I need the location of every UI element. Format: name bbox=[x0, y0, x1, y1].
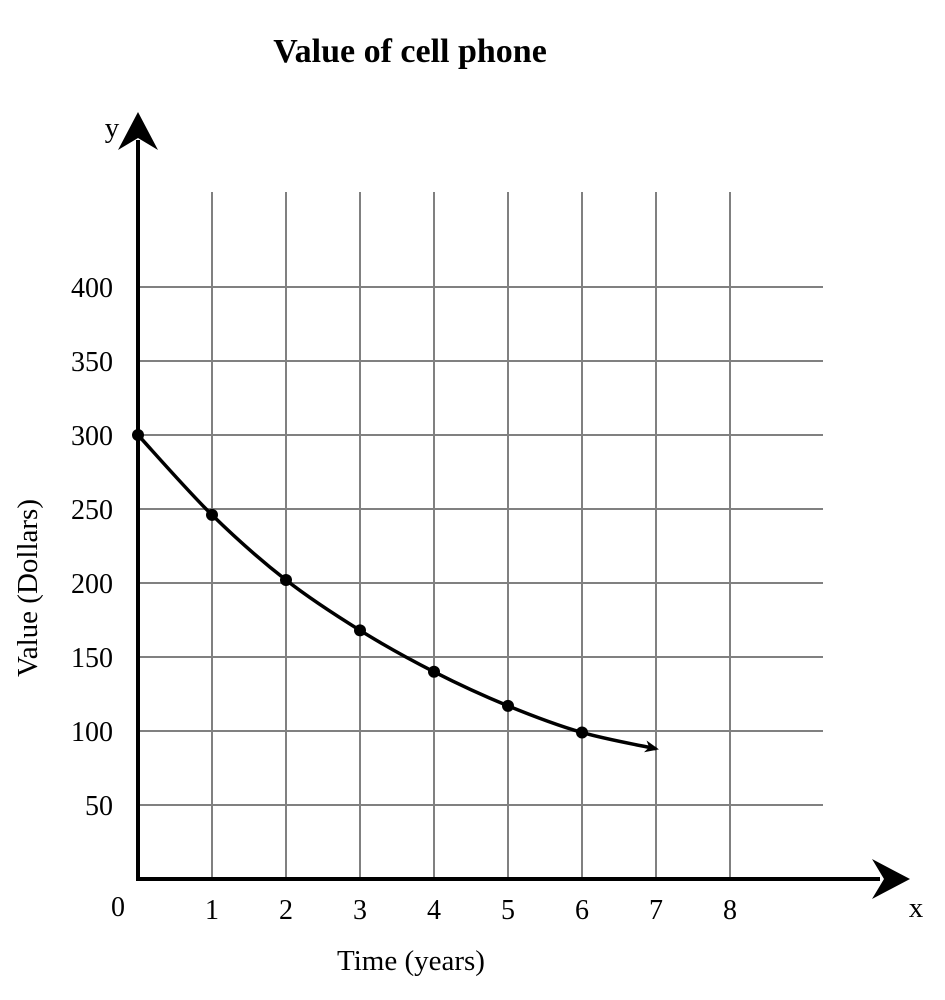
x-axis-arrow-icon bbox=[872, 859, 910, 899]
chart-title: Value of cell phone bbox=[273, 33, 547, 70]
x-axis-label: Time (years) bbox=[337, 945, 485, 977]
y-axis-label: Value (Dollars) bbox=[12, 499, 44, 677]
x-tick-label: 7 bbox=[649, 895, 663, 926]
y-axis-letter: y bbox=[105, 112, 120, 144]
series-value-of-cell-phone bbox=[132, 429, 659, 753]
x-tick-label: 5 bbox=[501, 895, 515, 926]
y-tick-label: 350 bbox=[71, 347, 113, 378]
grid bbox=[138, 192, 823, 879]
y-tick-label: 100 bbox=[71, 717, 113, 748]
x-tick-label: 2 bbox=[279, 895, 293, 926]
data-point bbox=[354, 624, 366, 637]
y-tick-label: 50 bbox=[85, 791, 113, 822]
x-axis-letter: x bbox=[909, 892, 924, 924]
data-point bbox=[502, 699, 514, 712]
origin-label: 0 bbox=[111, 892, 125, 923]
x-tick-label: 8 bbox=[723, 895, 737, 926]
data-point bbox=[280, 574, 292, 587]
y-tick-label: 300 bbox=[71, 421, 113, 452]
x-tick-label: 4 bbox=[427, 895, 441, 926]
y-tick-label: 250 bbox=[71, 495, 113, 526]
data-point bbox=[132, 429, 144, 441]
x-tick-label: 3 bbox=[353, 895, 367, 926]
y-tick-label: 400 bbox=[71, 273, 113, 304]
data-point bbox=[428, 665, 440, 678]
y-axis-arrow-icon bbox=[118, 112, 158, 150]
data-point bbox=[206, 508, 218, 521]
y-tick-label: 200 bbox=[71, 569, 113, 600]
x-tick-labels: 1 2 3 4 5 6 7 8 bbox=[205, 895, 737, 926]
x-tick-label: 1 bbox=[205, 895, 219, 926]
series-line bbox=[136, 433, 659, 753]
y-tick-label: 150 bbox=[71, 643, 113, 674]
x-tick-label: 6 bbox=[575, 895, 589, 926]
data-point bbox=[576, 726, 588, 739]
y-tick-labels: 50 100 150 200 250 300 350 400 bbox=[71, 273, 113, 822]
